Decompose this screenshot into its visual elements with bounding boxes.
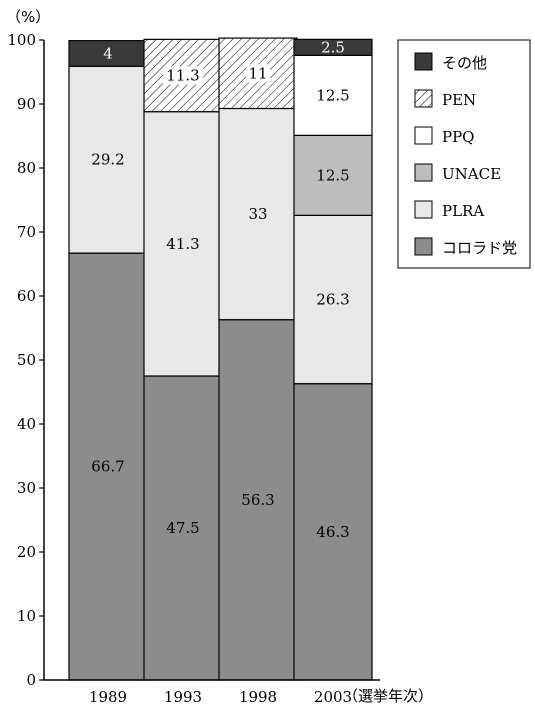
bar-value-label: 12.5 xyxy=(316,166,349,184)
label-background xyxy=(163,66,203,85)
y-tick-label: 0 xyxy=(26,671,36,689)
bar-segment xyxy=(218,107,298,321)
bar-value-label: 29.2 xyxy=(91,151,124,169)
y-tick-label: 70 xyxy=(17,223,36,241)
x-tick-label: 1993 xyxy=(164,688,202,706)
label-background xyxy=(246,64,270,83)
legend-box xyxy=(397,39,531,269)
bar-value-label: 2.5 xyxy=(321,38,345,56)
bar-value-label: 12.5 xyxy=(316,86,349,104)
legend-swatch xyxy=(414,200,433,219)
x-axis: 1989 1993 1998 2003 xyxy=(44,679,380,706)
legend-label: PLRA xyxy=(442,202,484,220)
y-tick-label: 80 xyxy=(17,159,36,177)
bar-segment xyxy=(293,38,373,56)
y-unit-label: （%） xyxy=(6,8,50,26)
bar-segment xyxy=(293,134,373,216)
y-tick-label: 90 xyxy=(17,95,36,113)
y-tick-label: 10 xyxy=(17,607,36,625)
bar-value-label: 33 xyxy=(248,205,267,223)
legend-label: その他 xyxy=(442,54,487,72)
bar-segment xyxy=(218,319,298,681)
y-tick-label: 30 xyxy=(17,479,36,497)
bar-segment xyxy=(68,252,148,681)
legend-label: UNACE xyxy=(442,165,501,183)
x-tick-label: 2003 xyxy=(314,688,352,706)
bar-value-label: 11.3 xyxy=(166,67,199,85)
x-tick-label: 1998 xyxy=(239,688,277,706)
y-tick-label: 60 xyxy=(17,287,36,305)
bar-segment xyxy=(68,40,148,67)
legend: その他 PEN PPQ UNACE PLRA コロラド党 xyxy=(397,39,531,269)
bar-value-label: 11 xyxy=(248,64,267,82)
bar-value-label: 4 xyxy=(103,44,113,62)
legend-swatch xyxy=(414,89,433,108)
legend-label: PPQ xyxy=(442,128,474,146)
bar-value-label: 26.3 xyxy=(316,291,349,309)
bar-value-label: 41.3 xyxy=(166,235,199,253)
y-tick-label: 20 xyxy=(17,543,36,561)
y-axis: 0 10 20 30 40 50 60 70 80 90 100 xyxy=(7,31,45,689)
bar-segment xyxy=(293,214,373,385)
legend-swatch xyxy=(414,237,433,256)
legend-swatch xyxy=(414,52,433,71)
bars-group: 66.7 29.2 4 47.5 41.3 11.3 56.3 33 11 46.3 26.3 12.… xyxy=(68,37,373,681)
bar-value-label: 66.7 xyxy=(91,458,124,476)
bar-segment xyxy=(293,383,373,681)
bar-value-label: 47.5 xyxy=(166,519,199,537)
y-tick-label: 100 xyxy=(7,31,36,49)
bar-segment xyxy=(68,65,148,254)
bar-value-label: 56.3 xyxy=(241,491,274,509)
y-tick-label: 50 xyxy=(17,351,36,369)
legend-swatch xyxy=(414,163,433,182)
bar-value-label: 46.3 xyxy=(316,523,349,541)
legend-label: コロラド党 xyxy=(442,239,517,257)
bar-segment xyxy=(143,111,223,377)
legend-label: PEN xyxy=(442,91,476,109)
legend-swatch xyxy=(414,126,433,145)
y-tick-label: 40 xyxy=(17,415,36,433)
x-tick-label: 1989 xyxy=(89,688,127,706)
x-unit-label: （選挙年次） xyxy=(343,687,433,705)
